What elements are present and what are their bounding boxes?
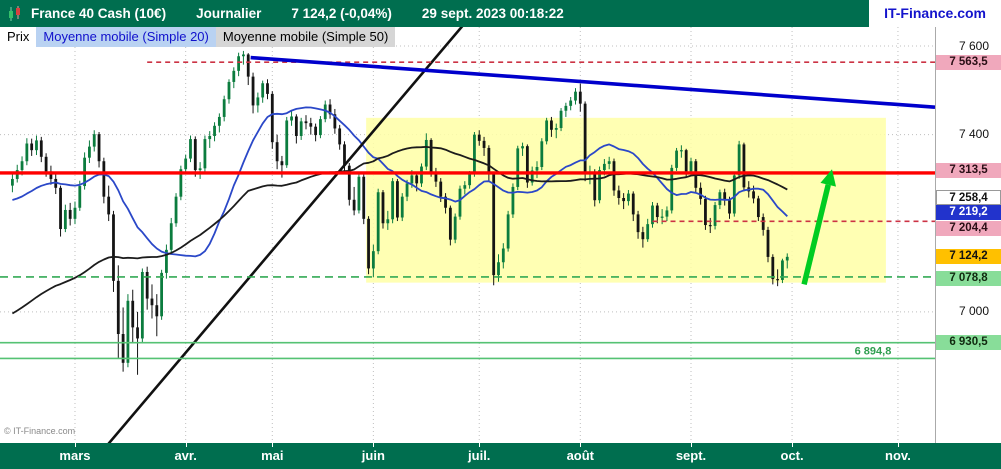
instrument-title: France 40 Cash (10€) (31, 6, 167, 21)
ma50-indicator-chip[interactable]: Moyenne mobile (Simple 50) (215, 27, 396, 47)
price-level-label: 7 313,5 (936, 163, 1001, 179)
x-axis-month-label: avr. (174, 448, 197, 463)
x-axis-tick (580, 443, 582, 447)
x-axis-tick (373, 443, 375, 447)
price-level-label: 6 930,5 (936, 335, 1001, 351)
x-axis-tick (74, 443, 76, 447)
price-level-label: 7 124,2 (936, 249, 1001, 265)
x-axis-month-label: mars (59, 448, 91, 463)
x-axis-month-label: sept. (675, 448, 707, 463)
time-axis[interactable]: mars avr. mai juin juil. août sept. oct. nov. (0, 443, 1001, 469)
brand-link[interactable]: IT-Finance.com (869, 0, 1001, 27)
chart-watermark: © IT-Finance.com (4, 426, 76, 436)
price-level-label: 7 204,4 (936, 220, 1001, 236)
x-axis-tick (272, 443, 274, 447)
bullish-arrow-annotation (820, 169, 837, 187)
x-axis-tick (897, 443, 899, 447)
price-chart-canvas[interactable]: 6 894,8 (0, 27, 935, 443)
x-axis-month-label: mai (261, 448, 284, 463)
y-axis-tick: 7 400 (958, 127, 989, 142)
price-level-label: 7 563,5 (936, 54, 1001, 70)
candlestick-icon (7, 5, 22, 22)
x-axis-month-label: juin (361, 448, 385, 463)
ma20-indicator-chip[interactable]: Moyenne mobile (Simple 20) (36, 27, 216, 47)
x-axis-tick (185, 443, 187, 447)
indicator-bar: Prix Moyenne mobile (Simple 20) Moyenne … (0, 27, 396, 47)
x-axis-month-label: nov. (885, 448, 911, 463)
price-indicator-chip[interactable]: Prix (0, 27, 37, 47)
title-bar: France 40 Cash (10€) Journalier 7 124,2 … (0, 0, 1001, 27)
x-axis-month-label: juil. (468, 448, 491, 463)
price-axis[interactable]: 7 600 7 400 7 000 7 563,5 7 313,5 7 258,4 7 21… (935, 27, 1001, 443)
price-level-label: 7 219,2 (936, 205, 1001, 221)
x-axis-tick (479, 443, 481, 447)
price-change-label: 7 124,2 (-0,04%) (291, 6, 392, 21)
support-level-inline-label: 6 894,8 (855, 345, 892, 357)
price-level-label: 7 258,4 (936, 189, 1001, 205)
datetime-label: 29 sept. 2023 00:18:22 (421, 6, 564, 21)
y-axis-tick: 7 600 (958, 38, 989, 53)
timeframe-label: Journalier (196, 6, 262, 21)
x-axis-tick (792, 443, 794, 447)
price-level-label: 7 078,8 (936, 271, 1001, 287)
x-axis-month-label: août (566, 448, 595, 463)
x-axis-month-label: oct. (780, 448, 804, 463)
x-axis-tick (690, 443, 692, 447)
y-axis-tick: 7 000 (958, 304, 989, 319)
